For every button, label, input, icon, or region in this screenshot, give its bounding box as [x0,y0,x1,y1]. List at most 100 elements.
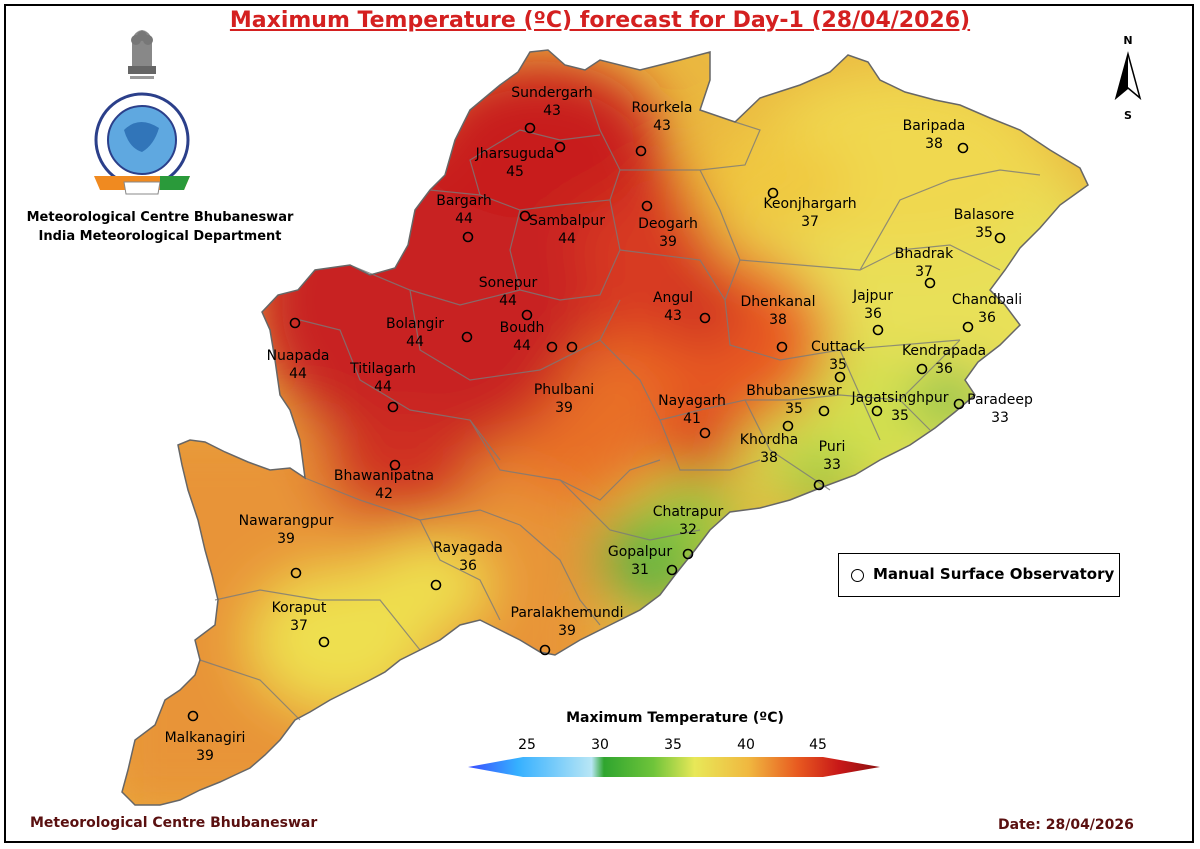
station-name: Bhubaneswar [746,383,842,399]
station-temperature: 32 [679,522,697,538]
station-name: Kendrapada [902,343,986,359]
station-temperature: 44 [406,334,424,350]
station-temperature: 35 [975,225,993,241]
station-name: Jajpur [852,288,893,304]
station-name: Khordha [740,432,798,448]
station-temperature: 39 [277,531,295,547]
station-circle-icon [461,331,473,343]
station-temperature: 35 [829,357,847,373]
station-circle-icon [962,321,974,333]
station-circle-icon [924,277,936,289]
station-temperature: 43 [543,103,561,119]
station-temperature: 43 [664,308,682,324]
org-dept: India Meteorological Department [38,229,282,244]
station-name: Keonjhargarh [763,196,856,212]
station-name: Boudh [500,320,545,336]
station-name: Paradeep [967,392,1033,408]
station-keonjhargarh: Keonjhargarh 37 [763,187,857,230]
station-bhawanipatna: Bhawanipatna 42 [334,459,434,502]
station-circle-icon [767,187,779,199]
station-temperature: 44 [558,231,576,247]
station-name: Nayagarh [658,393,726,409]
station-temperature: 37 [915,264,933,280]
station-temperature: 36 [459,558,477,574]
station-kendrapada: Kendrapada 36 [902,343,986,377]
station-dhenkanal: Dhenkanal 38 [741,294,815,353]
station-circle-icon [187,710,199,722]
station-circle-icon [546,341,558,353]
station-temperature: 44 [499,293,517,309]
station-temperature: 44 [374,379,392,395]
station-temperature: 42 [375,486,393,502]
north-arrow-icon: N S [1114,34,1142,122]
north-label: N [1123,34,1132,47]
station-paralakhemundi: Paralakhemundi 39 [511,605,624,656]
station-sambalpur: Sambalpur 44 [519,210,605,247]
station-titilagarh: Titilagarh 44 [349,361,416,413]
colorbar-tick: 45 [809,737,827,753]
station-bolangir: Bolangir 44 [386,316,473,350]
station-name: Sambalpur [529,213,605,229]
legend-box: Manual Surface Observatory [838,553,1120,597]
station-name: Sonepur [479,275,538,291]
colorbar-title: Maximum Temperature (ºC) [566,710,784,726]
footer-date: Date: 28/04/2026 [998,817,1134,833]
station-name: Cuttack [811,339,866,355]
station-circle-icon [462,231,474,243]
station-paradeep: Paradeep 33 [953,392,1033,426]
station-circle-icon [851,569,864,582]
station-name: Rourkela [632,100,693,116]
station-name: Nawarangpur [239,513,334,529]
station-circle-icon [699,312,711,324]
station-angul: Angul 43 [653,290,711,324]
station-temperature: 44 [455,211,473,227]
station-temperature: 39 [196,748,214,764]
station-circle-icon [566,341,578,353]
station-bhubaneswar: Bhubaneswar 35 [746,383,842,417]
station-nuapada: Nuapada 44 [267,317,330,382]
station-temperature: 35 [785,401,803,417]
station-name: Chatrapur [653,504,724,520]
station-puri: Puri 33 [813,439,845,491]
colorbar-tick: 30 [591,737,609,753]
state-boundary [121,49,1089,806]
station-boudh: Boudh 44 [500,320,558,354]
station-name: Bhawanipatna [334,468,434,484]
station-baripada: Baripada 38 [903,118,969,154]
map-title: Maximum Temperature (ºC) forecast for Da… [229,8,971,33]
station-circle-icon [782,420,794,432]
colorbar-tick: 25 [518,737,536,753]
station-circle-icon [290,567,302,579]
station-koraput: Koraput 37 [272,600,330,648]
station-circle-icon [524,122,536,134]
station-temperature: 38 [760,450,778,466]
station-temperature: 35 [891,408,909,424]
station-name: Paralakhemundi [511,605,624,621]
station-name: Jagatsinghpur [851,390,949,406]
station-name: Balasore [954,207,1015,223]
station-name: Bolangir [386,316,444,332]
imd-logo-icon [94,92,190,195]
station-circle-icon [521,309,533,321]
station-circle-icon [699,427,711,439]
station-temperature: 41 [683,411,701,427]
station-temperature: 33 [823,457,841,473]
station-temperature: 38 [769,312,787,328]
station-nayagarh: Nayagarh 41 [658,393,726,439]
station-temperature: 43 [653,118,671,134]
station-jharsuguda: Jharsuguda 45 [475,141,566,180]
station-temperature: 38 [925,136,943,152]
station-name: Nuapada [267,348,330,364]
legend-label: Manual Surface Observatory [873,565,1115,583]
station-nawarangpur: Nawarangpur 39 [239,513,334,579]
colorbar [468,757,880,777]
station-circle-icon [813,479,825,491]
station-temperature: 31 [631,562,649,578]
station-circle-icon [666,564,678,576]
station-name: Chandbali [952,292,1022,308]
station-circle-icon [872,324,884,336]
station-chatrapur: Chatrapur 32 [653,504,724,560]
station-name: Phulbani [534,382,594,398]
station-name: Titilagarh [349,361,416,377]
south-label: S [1124,109,1132,122]
